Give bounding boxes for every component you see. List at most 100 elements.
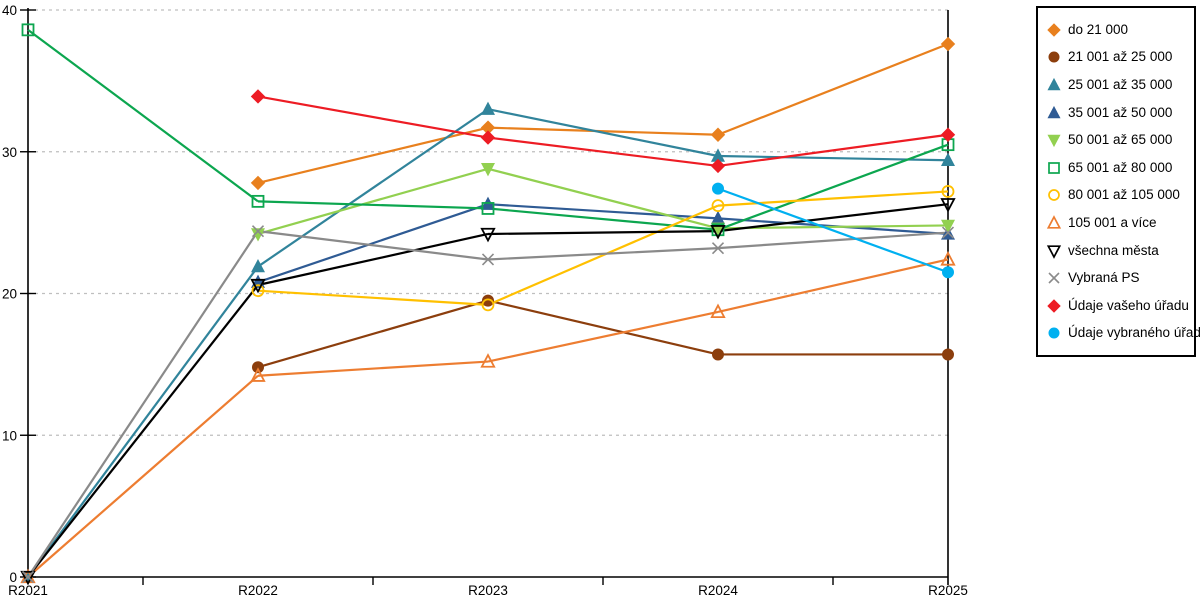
data-point-marker [710,225,726,240]
data-point-marker [250,258,266,273]
series-line [257,230,489,261]
legend-item: všechna města [1046,237,1188,265]
series-line [27,284,259,578]
x-tick-label: R2024 [698,583,738,598]
data-point-marker [940,251,956,266]
series-line [717,42,949,136]
circle-legend-marker-icon [1048,327,1060,339]
legend-item: 25 001 až 35 000 [1046,71,1188,99]
y-tick-label: 10 [2,428,17,443]
legend-item: Údaje vybraného úřadu [1046,320,1200,348]
series-line [257,167,489,236]
circle-legend-marker-icon [1048,51,1060,63]
legend-item: 35 001 až 50 000 [1046,99,1188,127]
series-line [257,203,489,284]
series-line [257,232,489,287]
series-line [257,360,489,377]
series-line [717,187,949,274]
data-point-marker [21,23,35,37]
legend-item: 80 001 až 105 000 [1046,182,1188,210]
series-line [257,289,489,306]
legend-item: 105 001 a více [1046,209,1188,237]
series-line [27,374,259,578]
y-tick-label: 0 [9,570,17,585]
series-line [257,95,489,139]
triangle-up-legend-marker-icon [1047,77,1061,91]
triangle-up-legend-marker-icon [1047,105,1061,118]
series-line [257,108,489,268]
series-line [487,136,719,168]
data-point-marker [251,194,265,208]
series-line [27,28,259,203]
data-point-marker [941,226,955,239]
data-point-marker [711,242,725,255]
legend-item: Údaje vašeho úřadu [1046,292,1189,320]
legend-item-label: Vybraná PS [1068,270,1140,286]
data-point-marker [942,348,954,361]
y-tick-label: 30 [2,145,17,160]
data-point-marker [480,101,496,115]
data-point-marker [712,348,724,361]
series-line [487,167,719,230]
circle-legend-marker-icon [1048,189,1060,202]
data-point-marker [481,253,495,266]
legend-item-label: 35 001 až 50 000 [1068,104,1173,120]
data-point-marker [940,36,956,52]
data-point-marker [480,227,496,243]
x-tick-label: R2022 [238,583,278,598]
series-line [487,204,719,306]
series-line [257,299,489,369]
data-point-marker [480,163,496,177]
data-point-marker [480,353,496,368]
diamond-legend-marker-icon [1047,23,1061,37]
legend-item-label: 50 001 až 65 000 [1068,132,1173,148]
data-point-marker [21,570,35,584]
x-tick-label: R2023 [468,583,508,598]
series-line [717,203,949,233]
series-line [487,299,719,356]
series-line [717,231,949,250]
data-point-marker [710,303,726,319]
series-line [717,133,949,168]
series-line [717,258,949,313]
series-line [27,230,259,578]
data-point-marker [482,294,494,307]
data-point-marker [940,152,956,166]
data-point-marker [252,361,264,374]
series-line [487,230,719,236]
legend-item: 65 001 až 80 000 [1046,154,1188,182]
data-point-marker [940,127,956,142]
series-line [487,108,719,158]
x-tick-label: R2025 [928,583,968,598]
legend-item-label: 80 001 až 105 000 [1068,187,1180,203]
data-point-marker [250,278,266,294]
series-line [717,190,949,207]
data-point-marker [251,284,265,298]
series-line [487,126,719,136]
series-line [487,203,719,220]
series-line [257,126,489,185]
data-point-marker [710,158,726,174]
data-point-marker [940,219,956,234]
data-point-marker [711,223,725,237]
chart-legend: do 21 000 21 001 až 25 000 25 001 až 35 00… [1036,6,1200,358]
diamond-legend-marker-icon [1047,299,1061,313]
data-point-marker [20,570,36,586]
triangle-down-legend-marker-icon [1046,244,1062,259]
x-tick-label: R2021 [8,583,48,598]
data-point-marker [942,266,954,279]
legend-item-label: 25 001 až 35 000 [1068,76,1173,92]
legend-item-label: Údaje vybraného úřadu [1068,325,1200,341]
legend-item: do 21 000 [1046,16,1188,44]
series-line [27,265,259,578]
series-line [487,247,719,261]
triangle-up-legend-marker-icon [1046,215,1062,229]
data-point-marker [251,225,265,238]
legend-item: 50 001 až 65 000 [1046,126,1188,154]
data-point-marker [250,367,266,382]
data-point-marker [481,298,495,312]
legend-item: 21 001 až 25 000 [1046,44,1188,72]
legend-item-label: Údaje vašeho úřadu [1068,297,1189,313]
